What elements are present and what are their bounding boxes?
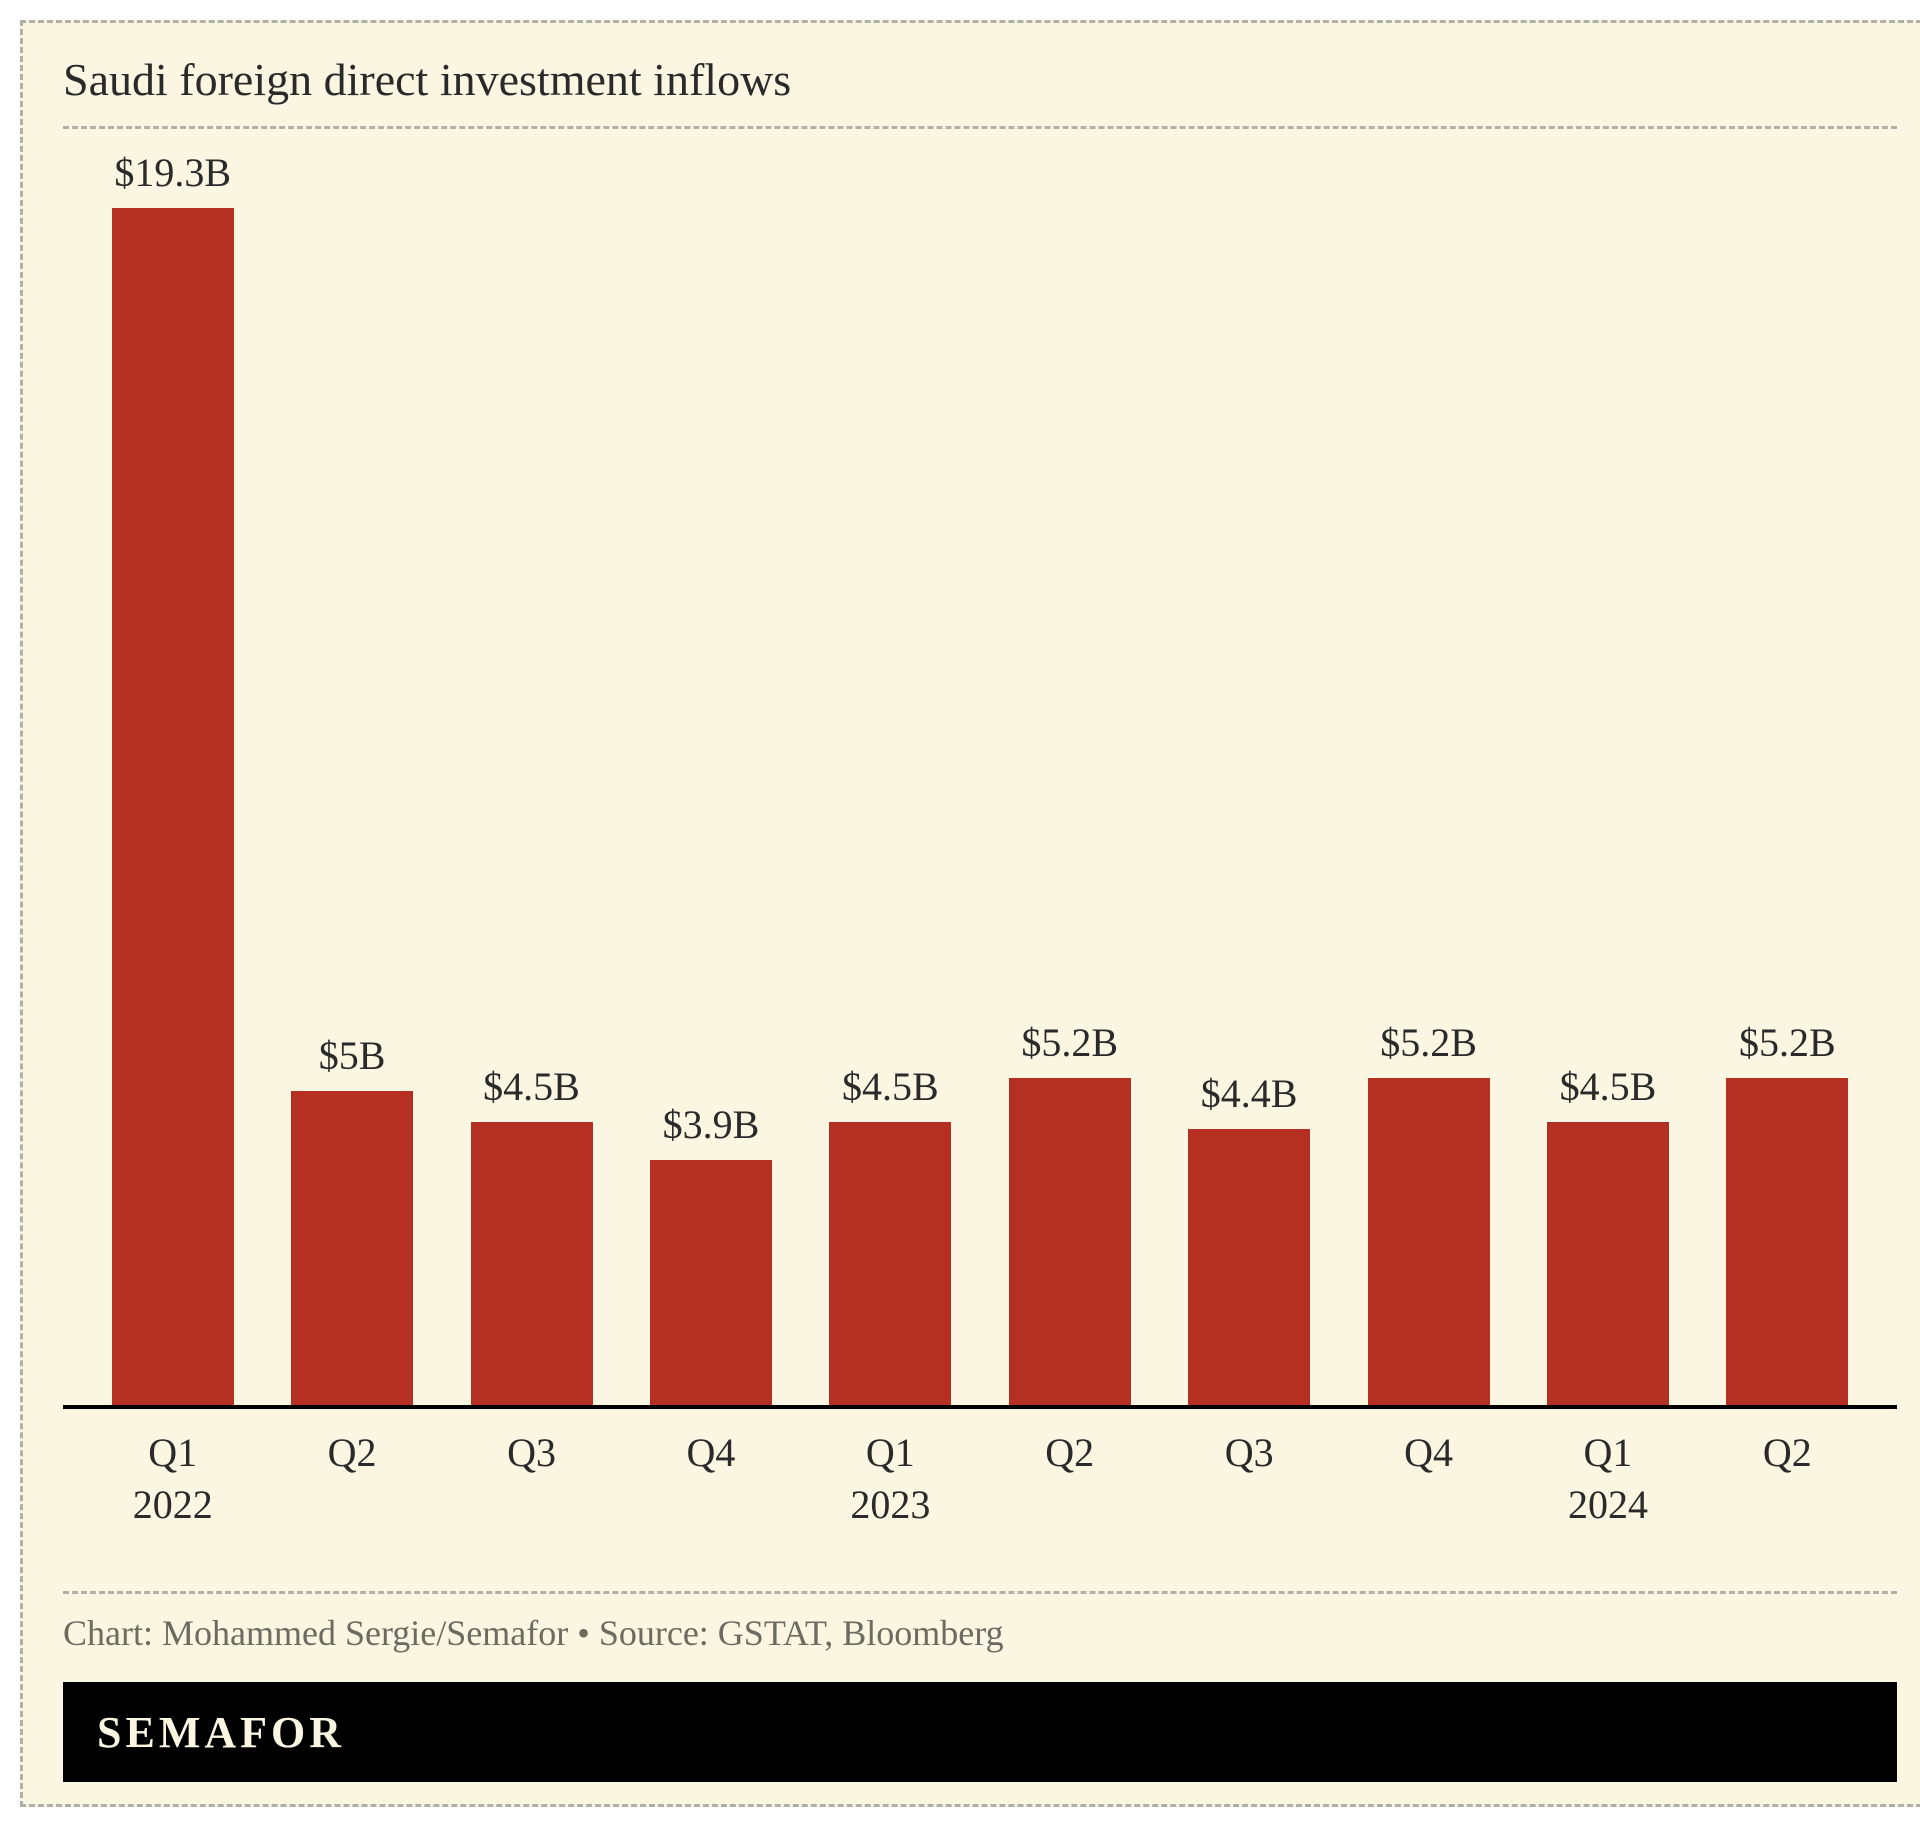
chart-title: Saudi foreign direct investment inflows bbox=[63, 53, 1897, 106]
bar bbox=[112, 208, 234, 1405]
bar-value-label: $4.5B bbox=[842, 1063, 939, 1110]
bar-value-label: $4.4B bbox=[1201, 1070, 1298, 1117]
bar bbox=[291, 1091, 413, 1405]
bar bbox=[1368, 1078, 1490, 1405]
x-tick-quarter: Q2 bbox=[1045, 1430, 1094, 1475]
x-tick-quarter: Q1 bbox=[1584, 1430, 1633, 1475]
x-tick-quarter: Q1 bbox=[148, 1430, 197, 1475]
x-axis-tick: Q12023 bbox=[801, 1427, 980, 1531]
bar bbox=[829, 1122, 951, 1405]
bar-slot: $5.2B bbox=[980, 149, 1159, 1405]
x-axis-tick: Q2 bbox=[262, 1427, 441, 1531]
x-axis-tick: Q4 bbox=[1339, 1427, 1518, 1531]
bar-slot: $5B bbox=[262, 149, 441, 1405]
bar-value-label: $3.9B bbox=[663, 1101, 760, 1148]
bar-value-label: $19.3B bbox=[114, 149, 231, 196]
bar-value-label: $5.2B bbox=[1739, 1019, 1836, 1066]
chart-container: Saudi foreign direct investment inflows … bbox=[20, 20, 1920, 1807]
bar-slot: $4.5B bbox=[801, 149, 980, 1405]
divider-bottom bbox=[63, 1591, 1897, 1594]
bar-slot: $5.2B bbox=[1698, 149, 1877, 1405]
bar bbox=[1188, 1129, 1310, 1405]
bar-value-label: $5.2B bbox=[1380, 1019, 1477, 1066]
x-axis-tick: Q2 bbox=[1698, 1427, 1877, 1531]
bar-slot: $4.4B bbox=[1159, 149, 1338, 1405]
x-axis-tick: Q2 bbox=[980, 1427, 1159, 1531]
x-axis-tick: Q12024 bbox=[1518, 1427, 1697, 1531]
bar-value-label: $5.2B bbox=[1021, 1019, 1118, 1066]
bar-slot: $4.5B bbox=[1518, 149, 1697, 1405]
x-tick-year: 2023 bbox=[801, 1479, 980, 1531]
bar-value-label: $4.5B bbox=[1560, 1063, 1657, 1110]
divider-top bbox=[63, 126, 1897, 129]
brand-bar: SEMAFOR bbox=[63, 1682, 1897, 1782]
bar-value-label: $5B bbox=[319, 1032, 386, 1079]
bar-slot: $4.5B bbox=[442, 149, 621, 1405]
x-axis-tick: Q3 bbox=[1159, 1427, 1338, 1531]
x-tick-quarter: Q4 bbox=[1404, 1430, 1453, 1475]
brand-text: SEMAFOR bbox=[97, 1707, 345, 1758]
x-axis-tick: Q12022 bbox=[83, 1427, 262, 1531]
bar bbox=[1009, 1078, 1131, 1405]
plot-area: $19.3B $5B $4.5B $3.9B $4.5B $5.2B $4.4B $5.2B $… bbox=[63, 149, 1897, 1409]
bar-slot: $19.3B bbox=[83, 149, 262, 1405]
bar-value-label: $4.5B bbox=[483, 1063, 580, 1110]
bar-slot: $3.9B bbox=[621, 149, 800, 1405]
bars-wrap: $19.3B $5B $4.5B $3.9B $4.5B $5.2B $4.4B $5.2B $… bbox=[63, 149, 1897, 1405]
bar bbox=[1726, 1078, 1848, 1405]
bar bbox=[1547, 1122, 1669, 1405]
x-tick-year: 2024 bbox=[1518, 1479, 1697, 1531]
x-tick-quarter: Q3 bbox=[1225, 1430, 1274, 1475]
bar bbox=[471, 1122, 593, 1405]
x-tick-year: 2022 bbox=[83, 1479, 262, 1531]
x-tick-quarter: Q3 bbox=[507, 1430, 556, 1475]
chart-credit: Chart: Mohammed Sergie/Semafor • Source:… bbox=[63, 1612, 1897, 1654]
x-axis: Q12022Q2Q3Q4Q12023Q2Q3Q4Q12024Q2 bbox=[63, 1409, 1897, 1531]
x-axis-tick: Q3 bbox=[442, 1427, 621, 1531]
bar bbox=[650, 1160, 772, 1405]
x-tick-quarter: Q1 bbox=[866, 1430, 915, 1475]
bar-slot: $5.2B bbox=[1339, 149, 1518, 1405]
x-tick-quarter: Q4 bbox=[686, 1430, 735, 1475]
x-tick-quarter: Q2 bbox=[328, 1430, 377, 1475]
x-axis-tick: Q4 bbox=[621, 1427, 800, 1531]
x-tick-quarter: Q2 bbox=[1763, 1430, 1812, 1475]
